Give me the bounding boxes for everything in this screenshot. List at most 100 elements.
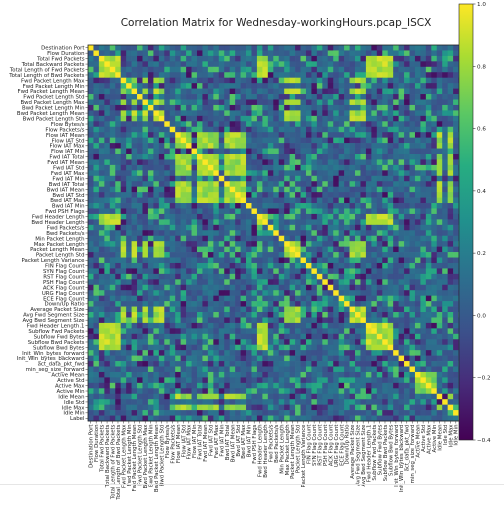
heatmap-cell	[360, 45, 366, 51]
heatmap-cell	[164, 241, 170, 247]
heatmap-cell	[355, 236, 361, 242]
heatmap-cell	[426, 361, 432, 367]
heatmap-cell	[159, 208, 165, 214]
heatmap-cell	[399, 236, 405, 242]
heatmap-cell	[301, 181, 307, 187]
heatmap-cell	[360, 94, 366, 100]
heatmap-cell	[301, 67, 307, 73]
heatmap-cell	[311, 339, 317, 345]
heatmap-cell	[339, 356, 345, 362]
heatmap-cell	[426, 225, 432, 231]
heatmap-cell	[415, 356, 421, 362]
heatmap-cell	[153, 56, 159, 62]
heatmap-cell	[279, 356, 285, 362]
heatmap-cell	[241, 105, 247, 111]
heatmap-cell	[153, 121, 159, 127]
heatmap-cell	[121, 356, 127, 362]
heatmap-cell	[306, 367, 312, 373]
heatmap-cell	[208, 78, 214, 84]
heatmap-cell	[333, 56, 339, 62]
heatmap-cell	[328, 110, 334, 116]
heatmap-cell	[344, 296, 350, 302]
heatmap-cell	[339, 367, 345, 373]
heatmap-cell	[415, 89, 421, 95]
heatmap-cell	[99, 312, 105, 318]
heatmap-cell	[230, 307, 236, 313]
heatmap-cell	[410, 356, 416, 362]
heatmap-cell	[224, 94, 230, 100]
heatmap-cell	[164, 361, 170, 367]
heatmap-cell	[420, 405, 426, 411]
heatmap-cell	[257, 192, 263, 198]
heatmap-cell	[175, 176, 181, 182]
heatmap-cell	[88, 252, 94, 258]
heatmap-cell	[420, 89, 426, 95]
heatmap-cell	[301, 198, 307, 204]
heatmap-cell	[306, 252, 312, 258]
heatmap-cell	[170, 367, 176, 373]
heatmap-cell	[164, 56, 170, 62]
heatmap-cell	[410, 345, 416, 351]
heatmap-cell	[224, 241, 230, 247]
heatmap-cell	[213, 149, 219, 155]
heatmap-cell	[388, 116, 394, 122]
heatmap-cell	[295, 258, 301, 264]
heatmap-cell	[404, 367, 410, 373]
heatmap-cell	[262, 198, 268, 204]
heatmap-cell	[241, 149, 247, 155]
heatmap-cell	[301, 45, 307, 51]
heatmap-cell	[311, 181, 317, 187]
heatmap-cell	[175, 258, 181, 264]
heatmap-cell	[110, 279, 116, 285]
heatmap-cell	[137, 268, 143, 274]
heatmap-cell	[110, 307, 116, 313]
heatmap-cell	[224, 181, 230, 187]
heatmap-cell	[219, 323, 225, 329]
heatmap-cell	[366, 89, 372, 95]
heatmap-cell	[132, 410, 138, 416]
heatmap-cell	[317, 279, 323, 285]
heatmap-cell	[399, 334, 405, 340]
heatmap-cell	[186, 301, 192, 307]
heatmap-cell	[241, 67, 247, 73]
heatmap-cell	[301, 258, 307, 264]
heatmap-cell	[88, 399, 94, 405]
heatmap-cell	[393, 214, 399, 220]
heatmap-cell	[246, 203, 252, 209]
heatmap-cell	[132, 94, 138, 100]
heatmap-cell	[159, 219, 165, 225]
heatmap-cell	[88, 214, 94, 220]
heatmap-cell	[88, 307, 94, 313]
heatmap-cell	[219, 132, 225, 138]
heatmap-cell	[186, 372, 192, 378]
heatmap-cell	[339, 350, 345, 356]
heatmap-cell	[164, 83, 170, 89]
heatmap-cell	[311, 317, 317, 323]
heatmap-cell	[93, 187, 99, 193]
heatmap-cell	[262, 410, 268, 416]
heatmap-cell	[153, 214, 159, 220]
heatmap-cell	[115, 241, 121, 247]
heatmap-cell	[448, 372, 454, 378]
heatmap-cell	[235, 225, 241, 231]
heatmap-cell	[399, 399, 405, 405]
heatmap-cell	[355, 138, 361, 144]
heatmap-cell	[132, 99, 138, 105]
heatmap-cell	[279, 334, 285, 340]
heatmap-cell	[148, 208, 154, 214]
heatmap-cell	[208, 290, 214, 296]
heatmap-cell	[186, 94, 192, 100]
heatmap-cell	[420, 187, 426, 193]
heatmap-cell	[371, 268, 377, 274]
heatmap-cell	[202, 328, 208, 334]
heatmap-cell	[126, 328, 132, 334]
heatmap-cell	[213, 252, 219, 258]
heatmap-cell	[251, 45, 257, 51]
heatmap-cell	[137, 405, 143, 411]
heatmap-cell	[437, 225, 443, 231]
heatmap-cell	[235, 405, 241, 411]
heatmap-cell	[371, 301, 377, 307]
heatmap-cell	[186, 247, 192, 253]
heatmap-cell	[246, 405, 252, 411]
heatmap-cell	[110, 230, 116, 236]
